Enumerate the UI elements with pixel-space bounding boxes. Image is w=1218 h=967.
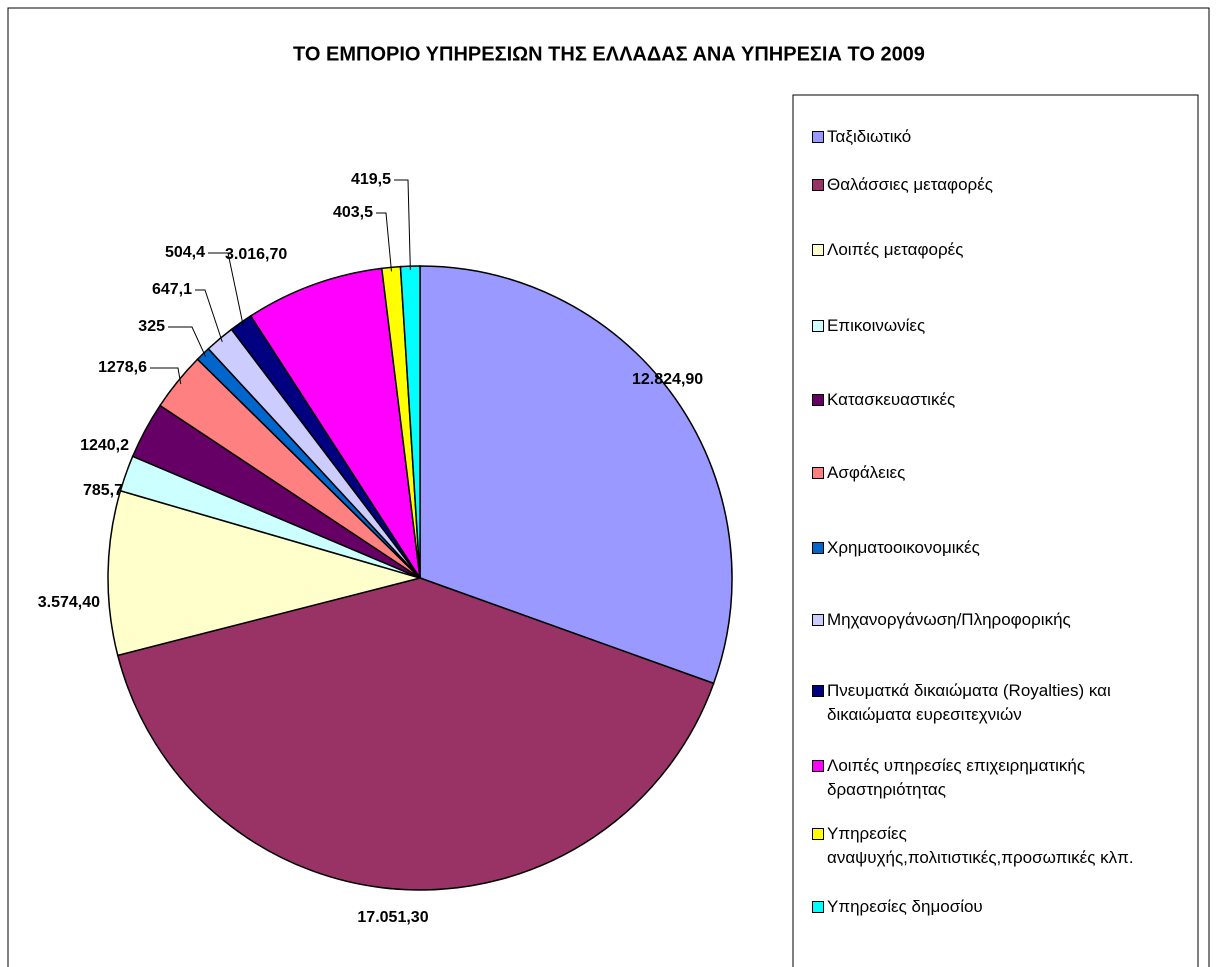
legend-entry: Υπηρεσίες αναψυχής,πολιτιστικές,προσωπικ… (812, 822, 1172, 870)
legend-entry: Μηχανοργάνωση/Πληροφορικής (812, 608, 1172, 632)
pie-slice (107, 489, 423, 657)
pie-slice (419, 265, 733, 685)
data-label: 647,1 (152, 281, 192, 298)
data-label: 1278,6 (98, 359, 147, 376)
data-label: 3.016,70 (225, 246, 287, 263)
legend-label: Ταξιδιωτικό (827, 127, 912, 146)
legend-entry: Ασφάλειες (812, 461, 1172, 485)
legend-label: Κατασκευαστικές (827, 390, 956, 409)
legend-label: Λοιπές μεταφορές (827, 240, 964, 259)
legend-entry: Χρηματοοικονομικές (812, 536, 1172, 560)
legend-swatch (812, 901, 824, 913)
legend-label: Μηχανοργάνωση/Πληροφορικής (827, 610, 1071, 629)
legend-swatch (812, 760, 824, 772)
legend-entry: Πνευματκά δικαιώματα (Royalties) και δικ… (812, 679, 1172, 727)
data-label: 403,5 (333, 204, 373, 221)
legend-label: Θαλάσσιες μεταφορές (827, 175, 993, 194)
legend-entry: Ταξιδιωτικό (812, 125, 1172, 149)
legend-swatch (812, 828, 824, 840)
legend-entry: Θαλάσσιες μεταφορές (812, 173, 1172, 197)
data-label: 12.824,90 (632, 371, 703, 388)
legend-swatch (812, 131, 824, 143)
legend-swatch (812, 467, 824, 479)
legend-entry: Λοιπές υπηρεσίες επιχειρηματικής δραστηρ… (812, 754, 1172, 802)
data-label: 785,7 (83, 482, 123, 499)
leader-line (394, 179, 411, 271)
legend-swatch (812, 685, 824, 697)
legend-swatch (812, 244, 824, 256)
legend-label: Χρηματοοικονομικές (827, 538, 980, 557)
legend-entry: Λοιπές μεταφορές (812, 238, 1172, 262)
legend-swatch (812, 542, 824, 554)
data-label: 1240,2 (80, 437, 129, 454)
legend-label: Υπηρεσίες αναψυχής,πολιτιστικές,προσωπικ… (827, 824, 1134, 867)
legend-swatch (812, 614, 824, 626)
legend-swatch (812, 179, 824, 191)
leader-line (150, 367, 182, 385)
leader-line (168, 326, 207, 358)
data-label: 3.574,40 (38, 594, 100, 611)
legend-label: Υπηρεσίες δημοσίου (827, 897, 983, 916)
legend-entry: Κατασκευαστικές (812, 388, 1172, 412)
legend-label: Ασφάλειες (827, 463, 906, 482)
pie-slice (116, 577, 715, 891)
leader-line (208, 252, 244, 326)
data-label: 504,4 (165, 244, 205, 261)
legend-box (792, 94, 1199, 967)
legend-entry: Υπηρεσίες δημοσίου (812, 895, 1172, 919)
data-label: 419,5 (351, 171, 391, 188)
leader-line (195, 289, 223, 343)
legend-swatch (812, 394, 824, 406)
legend-label: Πνευματκά δικαιώματα (Royalties) και δικ… (827, 681, 1111, 724)
legend-label: Λοιπές υπηρεσίες επιχειρηματικής δραστηρ… (827, 756, 1086, 799)
data-label: 17.051,30 (357, 909, 428, 926)
chart-title: ΤΟ ΕΜΠΟΡΙΟ ΥΠΗΡΕΣΙΩΝ ΤΗΣ ΕΛΛΑΔΑΣ ΑΝΑ ΥΠΗ… (293, 43, 925, 65)
legend-entry: Επικοινωνίες (812, 314, 1172, 338)
data-label: 325 (138, 318, 165, 335)
legend-label: Επικοινωνίες (827, 316, 926, 335)
leader-line (376, 212, 392, 272)
legend-swatch (812, 320, 824, 332)
pie-slice (249, 267, 421, 579)
